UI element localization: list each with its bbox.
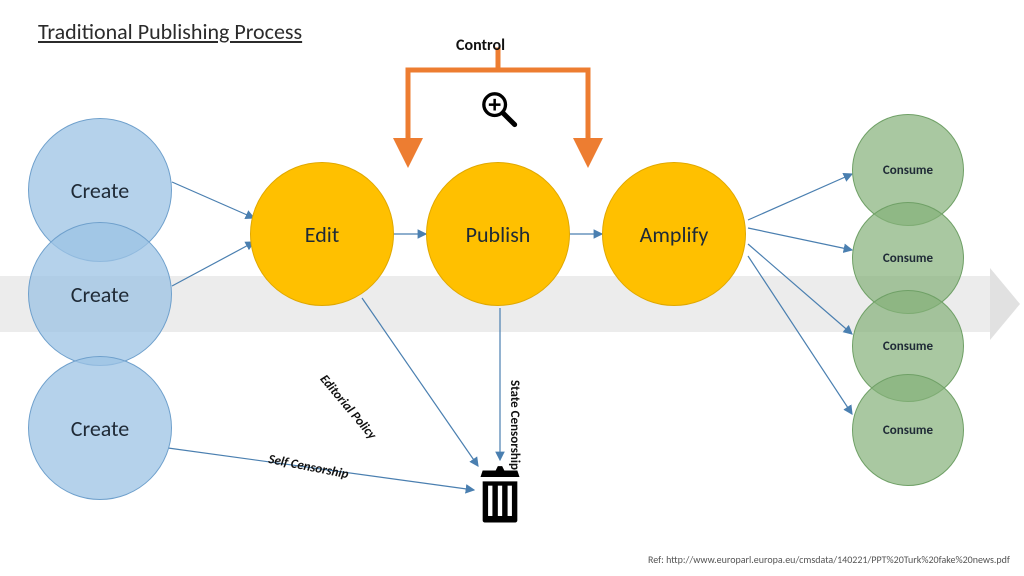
editorial-policy-label: Editorial Policy [317,372,380,443]
consume-label: Consume [883,339,933,354]
create-node: Create [28,356,172,500]
create-node: Create [28,222,172,366]
consume-node: Consume [852,374,964,486]
amplify-node: Amplify [602,162,746,306]
consume-label: Consume [883,251,933,266]
edit-label: Edit [305,221,339,248]
page-title: Traditional Publishing Process [38,18,302,45]
create-label: Create [71,177,129,204]
state-censorship-label: State Censorship [507,380,522,470]
flow-band-arrowhead [990,268,1020,340]
self-censorship-label: Self Censorship [267,452,350,482]
create-label: Create [71,415,129,442]
edit-node: Edit [250,162,394,306]
consume-label: Consume [883,423,933,438]
amplify-label: Amplify [640,221,709,248]
publish-label: Publish [466,221,531,248]
publish-node: Publish [426,162,570,306]
consume-label: Consume [883,163,933,178]
magnifier-plus-icon [478,88,518,128]
trash-icon [474,464,526,525]
control-label: Control [456,36,505,55]
diagram-stage: { "title": "Traditional Publishing Proce… [0,0,1024,576]
create-label: Create [71,281,129,308]
reference-text: Ref: http://www.europarl.europa.eu/cmsda… [648,553,1010,566]
